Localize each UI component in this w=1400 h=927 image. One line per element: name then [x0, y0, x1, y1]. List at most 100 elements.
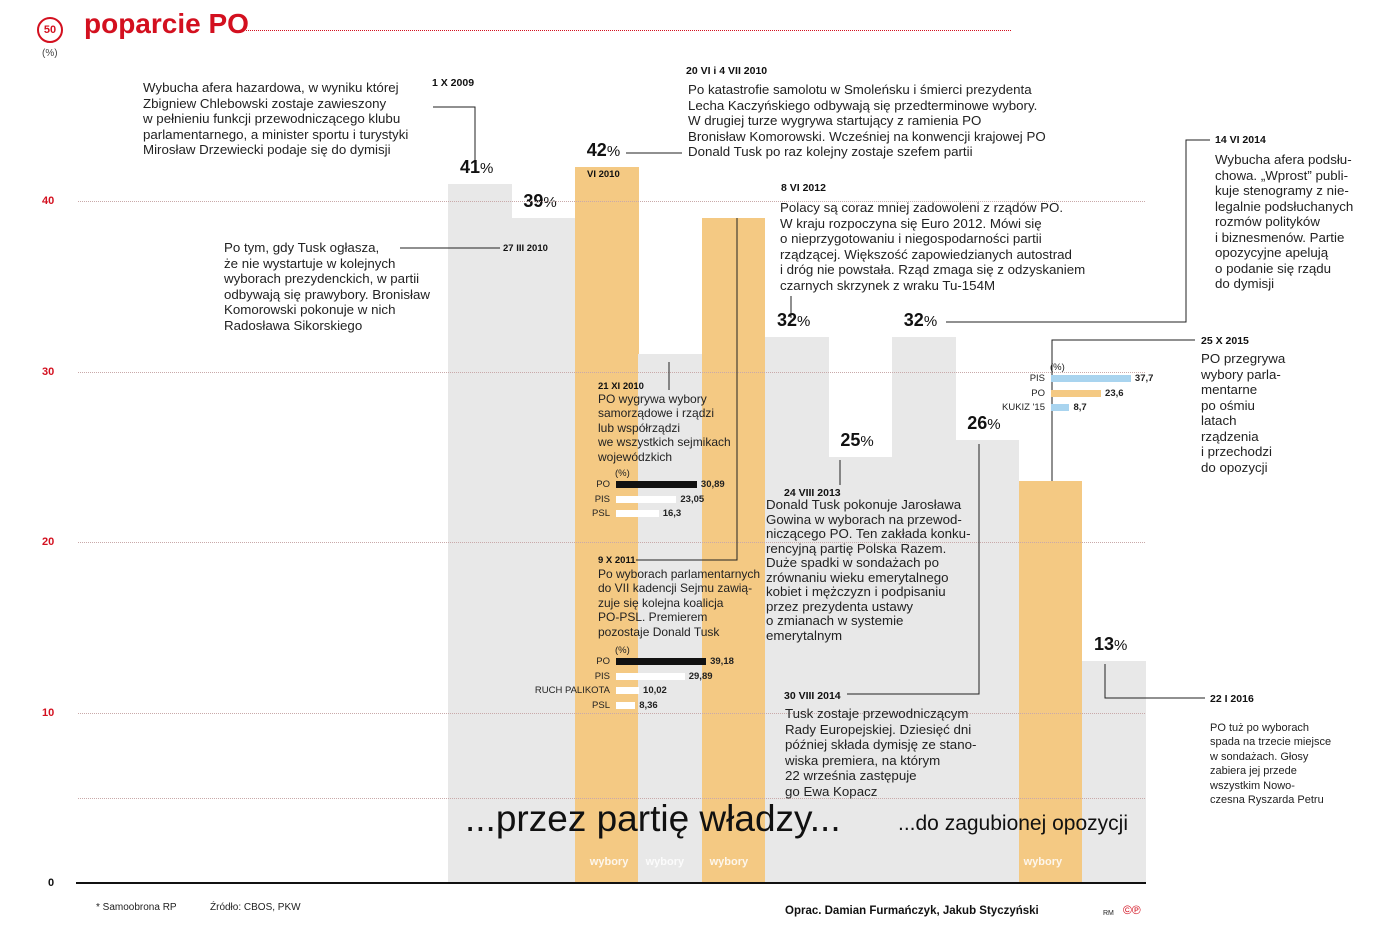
gridline	[78, 542, 1145, 543]
value-number: 13	[1094, 634, 1115, 655]
mini-bar-label: PIS	[594, 493, 610, 505]
value-label: 13%	[1094, 634, 1127, 655]
scale-max-badge: 50	[37, 17, 63, 43]
election-label: wybory	[709, 856, 749, 868]
mini-bar-label: PO	[1031, 387, 1045, 399]
gridline	[78, 201, 1145, 202]
annotation-text: PO przegrywa wybory parla- mentarne po o…	[1201, 351, 1286, 475]
mini-unit: (%)	[615, 644, 630, 656]
mini-bar	[616, 658, 707, 665]
date-label: 30 VIII 2014	[784, 690, 841, 702]
date-label: 24 VIII 2013	[784, 487, 841, 499]
mini-bar-value: 29,89	[688, 670, 713, 682]
poll-bar	[828, 456, 893, 883]
x-axis	[76, 882, 1146, 884]
mini-bar-value: 37,7	[1134, 373, 1154, 384]
annotation-text: Po tym, gdy Tusk ogłasza, że nie wystart…	[224, 240, 430, 333]
date-label: 22 I 2016	[1210, 693, 1254, 705]
source: Źródło: CBOS, PKW	[210, 902, 301, 913]
election-bar	[1018, 480, 1083, 883]
mini-bar-label: PSL	[592, 699, 610, 711]
mini-bar	[616, 510, 659, 517]
page-title: poparcie PO	[84, 8, 249, 39]
value-number: 32	[777, 310, 798, 331]
election-bar	[574, 166, 639, 883]
percent-sign: %	[480, 159, 494, 177]
poll-bar	[638, 354, 703, 883]
mini-bar	[616, 495, 677, 503]
poll-bar	[448, 183, 512, 883]
mini-bar-label: PO	[596, 656, 610, 667]
date-label: 14 VI 2014	[1215, 134, 1266, 146]
mini-bar	[1051, 389, 1102, 397]
poll-bar	[511, 218, 576, 883]
author-credit: Oprac. Damian Furmańczyk, Jakub Styczyńs…	[785, 905, 1039, 917]
annotation-text: Po wyborach parlamentarnych do VII kaden…	[598, 567, 761, 639]
annotation-text: PO tuż po wyborach spada na trzecie miej…	[1210, 722, 1332, 807]
date-label: 1 X 2009	[432, 77, 475, 89]
value-label: 32%	[904, 310, 937, 331]
election-label: wybory	[1023, 856, 1063, 868]
mini-bar-label: RUCH PALIKOTA	[534, 685, 610, 696]
y-unit-label: (%)	[42, 48, 58, 59]
annotation-text: Polacy są coraz mniej zadowoleni z rządó…	[780, 200, 1086, 293]
value-number: 41	[460, 156, 481, 177]
poll-bar	[765, 337, 829, 883]
date-label: 8 VI 2012	[781, 182, 826, 194]
mini-bar-value: 10,02	[643, 685, 667, 696]
mini-bar	[616, 701, 636, 709]
y-tick-label: 30	[42, 365, 55, 378]
annotation-text: Donald Tusk pokonuje Jarosława Gowina w …	[766, 497, 971, 643]
value-label: 41%	[460, 157, 493, 178]
mini-bar-value: 23,05	[680, 493, 705, 505]
publisher-logo: ©℗	[1123, 903, 1141, 917]
gridline	[78, 797, 1145, 799]
mini-bar	[616, 687, 640, 694]
percent-sign: %	[923, 313, 938, 331]
value-label: 26%	[967, 413, 1000, 434]
annotation-text: Wybucha afera podsłu- chowa. „Wprost” pu…	[1215, 152, 1354, 291]
mini-bar-value: 8,7	[1073, 402, 1087, 413]
mini-bar-label: KUKIZ '15	[1002, 402, 1045, 413]
annotation-text: Po katastrofie samolotu w Smoleńsku i śm…	[688, 82, 1046, 159]
mini-bar-label: PIS	[594, 670, 610, 682]
date-label: 20 VI i 4 VII 2010	[686, 65, 768, 77]
mini-bar-label: PO	[596, 479, 610, 490]
value-number: 26	[967, 412, 988, 433]
mini-unit: (%)	[615, 467, 630, 479]
initials: RM	[1103, 910, 1114, 917]
value-label: 42%	[587, 140, 620, 161]
percent-sign: %	[797, 313, 811, 331]
bar-date-label: VI 2010	[587, 169, 620, 180]
date-label: 9 X 2011	[598, 555, 636, 566]
date-label: 21 XI 2010	[598, 381, 644, 392]
y-tick-label: 0	[48, 877, 55, 889]
footnote: * Samoobrona RP	[96, 902, 177, 913]
annotation-text: PO wygrywa wybory samorządowe i rządzi l…	[598, 392, 731, 464]
mini-bar	[1051, 375, 1131, 382]
poll-bar	[891, 337, 956, 883]
poll-bar	[955, 439, 1020, 883]
y-tick-label: 40	[42, 195, 55, 207]
mini-bar-label: PSL	[592, 508, 610, 519]
value-number: 32	[903, 310, 924, 331]
mini-bar-value: 8,36	[639, 699, 658, 711]
y-tick-label: 10	[42, 706, 55, 719]
mini-bar-label: PIS	[1029, 373, 1045, 384]
gridline	[78, 371, 1145, 373]
y-tick-label: 20	[42, 536, 55, 548]
headline-left: ...przez partię władzy...	[465, 798, 841, 839]
mini-bar	[616, 481, 697, 488]
value-number: 42	[586, 139, 607, 160]
percent-sign: %	[543, 194, 557, 212]
mini-bar-value: 39,18	[710, 656, 734, 667]
date-label: 27 III 2010	[503, 243, 548, 254]
percent-sign: %	[606, 142, 621, 160]
headline-right: ...do zagubionej opozycji	[898, 812, 1128, 835]
value-label: 25%	[840, 430, 873, 451]
percent-sign: %	[987, 415, 1001, 433]
mini-bar	[616, 672, 685, 680]
mini-bar	[1051, 404, 1070, 411]
title-divider	[246, 30, 1011, 31]
election-label: wybory	[645, 856, 685, 868]
